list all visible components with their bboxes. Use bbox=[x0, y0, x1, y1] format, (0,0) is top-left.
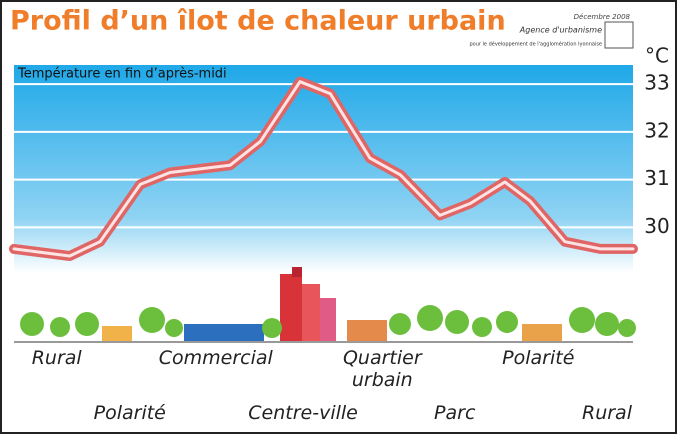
y-unit: °C bbox=[645, 44, 669, 68]
y-axis-title: Température en fin d’après-midi bbox=[17, 67, 227, 82]
logo-subtitle: pour le développement de l'agglomération… bbox=[470, 41, 603, 48]
x-tick-label: Polarité bbox=[93, 402, 166, 424]
skyline bbox=[14, 267, 636, 343]
y-tick-label: 32 bbox=[644, 118, 669, 142]
x-tick-label: Polarité bbox=[502, 347, 575, 369]
y-tick-label: 30 bbox=[644, 214, 669, 238]
chart-title: Profil d’un îlot de chaleur urbain bbox=[10, 6, 506, 37]
x-tick-label: Parc bbox=[434, 402, 476, 424]
x-tick-label: Rural bbox=[31, 347, 82, 369]
y-tick-label: 33 bbox=[644, 71, 669, 95]
y-tick-label: 31 bbox=[644, 166, 669, 190]
x-tick-label: Centre-ville bbox=[248, 402, 358, 424]
x-tick-label: Commercial bbox=[158, 347, 273, 369]
logo-name: Agence d'urbanisme bbox=[519, 26, 602, 35]
logo-frame bbox=[604, 21, 634, 49]
logo-date: Décembre 2008 bbox=[574, 13, 631, 21]
x-tick-label: Rural bbox=[582, 402, 632, 424]
line-highlight bbox=[12, 80, 635, 258]
x-tick-label: Quartier urbain bbox=[342, 347, 422, 391]
